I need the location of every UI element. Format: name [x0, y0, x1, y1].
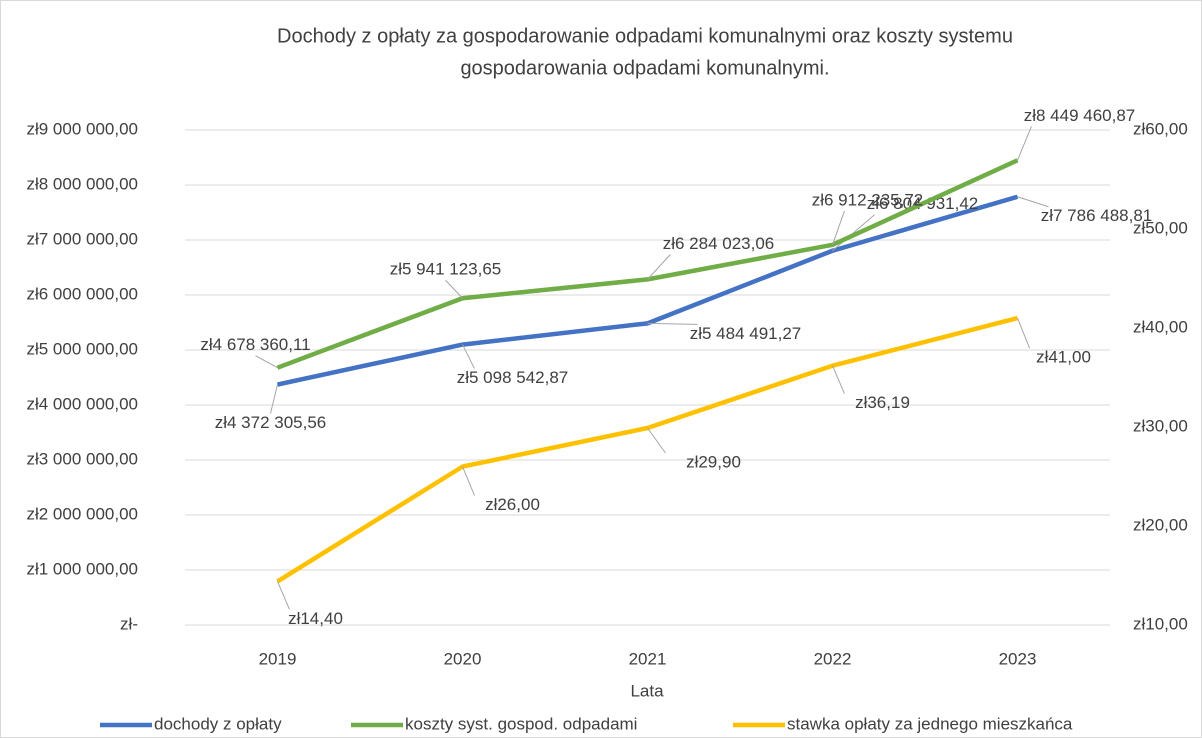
x-tick-label: 2020 [444, 649, 482, 668]
y-tick-label: zł6 000 000,00 [26, 284, 138, 303]
series-line [276, 158, 1019, 370]
y-tick-label: zł4 000 000,00 [26, 394, 138, 413]
legend-label: stawka opłaty za jednego mieszkańca [787, 714, 1073, 733]
leader-line [445, 279, 463, 299]
leader-line [832, 214, 875, 252]
leader-line [832, 210, 845, 245]
x-tick-label: 2021 [629, 649, 667, 668]
leader-line [270, 384, 278, 414]
leader-line [277, 581, 290, 610]
data-label: zł29,90 [686, 452, 741, 471]
data-label: zł6 284 023,06 [663, 234, 775, 253]
y2-tick-label: zł60,00 [1133, 119, 1188, 138]
leader-line [832, 365, 845, 394]
data-label: zł6 912 235,72 [812, 190, 924, 209]
y-tick-label: zł7 000 000,00 [26, 229, 138, 248]
x-tick-label: 2022 [814, 649, 852, 668]
data-label: zł8 449 460,87 [1024, 106, 1136, 125]
data-label: zł5 484 491,27 [690, 324, 802, 343]
data-label: zł7 786 488,81 [1041, 206, 1153, 225]
chart-title: gospodarowania odpadami komunalnymi. [460, 57, 829, 79]
y-tick-label: zł9 000 000,00 [26, 119, 138, 138]
data-label: zł14,40 [288, 609, 343, 628]
data-label: zł4 678 360,11 [200, 335, 310, 354]
data-label: zł36,19 [855, 393, 910, 412]
leader-line [255, 355, 278, 369]
y2-tick-label: zł30,00 [1133, 416, 1188, 435]
x-axis-label: Lata [630, 681, 664, 700]
leader-line [462, 466, 475, 496]
data-label: zł4 372 305,56 [215, 413, 327, 432]
leader-line [647, 322, 698, 325]
leader-line [1017, 196, 1049, 208]
leader-line [1017, 126, 1032, 161]
y2-tick-label: zł20,00 [1133, 515, 1188, 534]
y-tick-label: zł1 000 000,00 [26, 559, 138, 578]
y-tick-label: zł2 000 000,00 [26, 504, 138, 523]
y-tick-label: zł- [120, 614, 138, 633]
leader-line [462, 344, 475, 369]
data-label: zł5 941 123,65 [390, 260, 502, 279]
legend-label: dochody z opłaty [154, 714, 282, 733]
y2-tick-label: zł50,00 [1133, 218, 1188, 237]
data-label: zł41,00 [1036, 348, 1091, 367]
y2-tick-label: zł40,00 [1133, 317, 1188, 336]
leader-line [1017, 317, 1030, 349]
leader-line [647, 427, 666, 454]
data-label: zł5 098 542,87 [457, 368, 569, 387]
y-tick-label: zł5 000 000,00 [26, 339, 138, 358]
data-label: zł26,00 [485, 495, 540, 514]
y2-tick-label: zł10,00 [1133, 614, 1188, 633]
leader-line [647, 254, 671, 280]
legend-label: koszty syst. gospod. odpadami [405, 714, 637, 733]
y-tick-label: zł3 000 000,00 [26, 449, 138, 468]
x-tick-label: 2023 [999, 649, 1037, 668]
y-tick-label: zł8 000 000,00 [26, 174, 138, 193]
x-tick-label: 2019 [259, 649, 297, 668]
chart-title: Dochody z opłaty za gospodarowanie odpad… [277, 25, 1013, 47]
